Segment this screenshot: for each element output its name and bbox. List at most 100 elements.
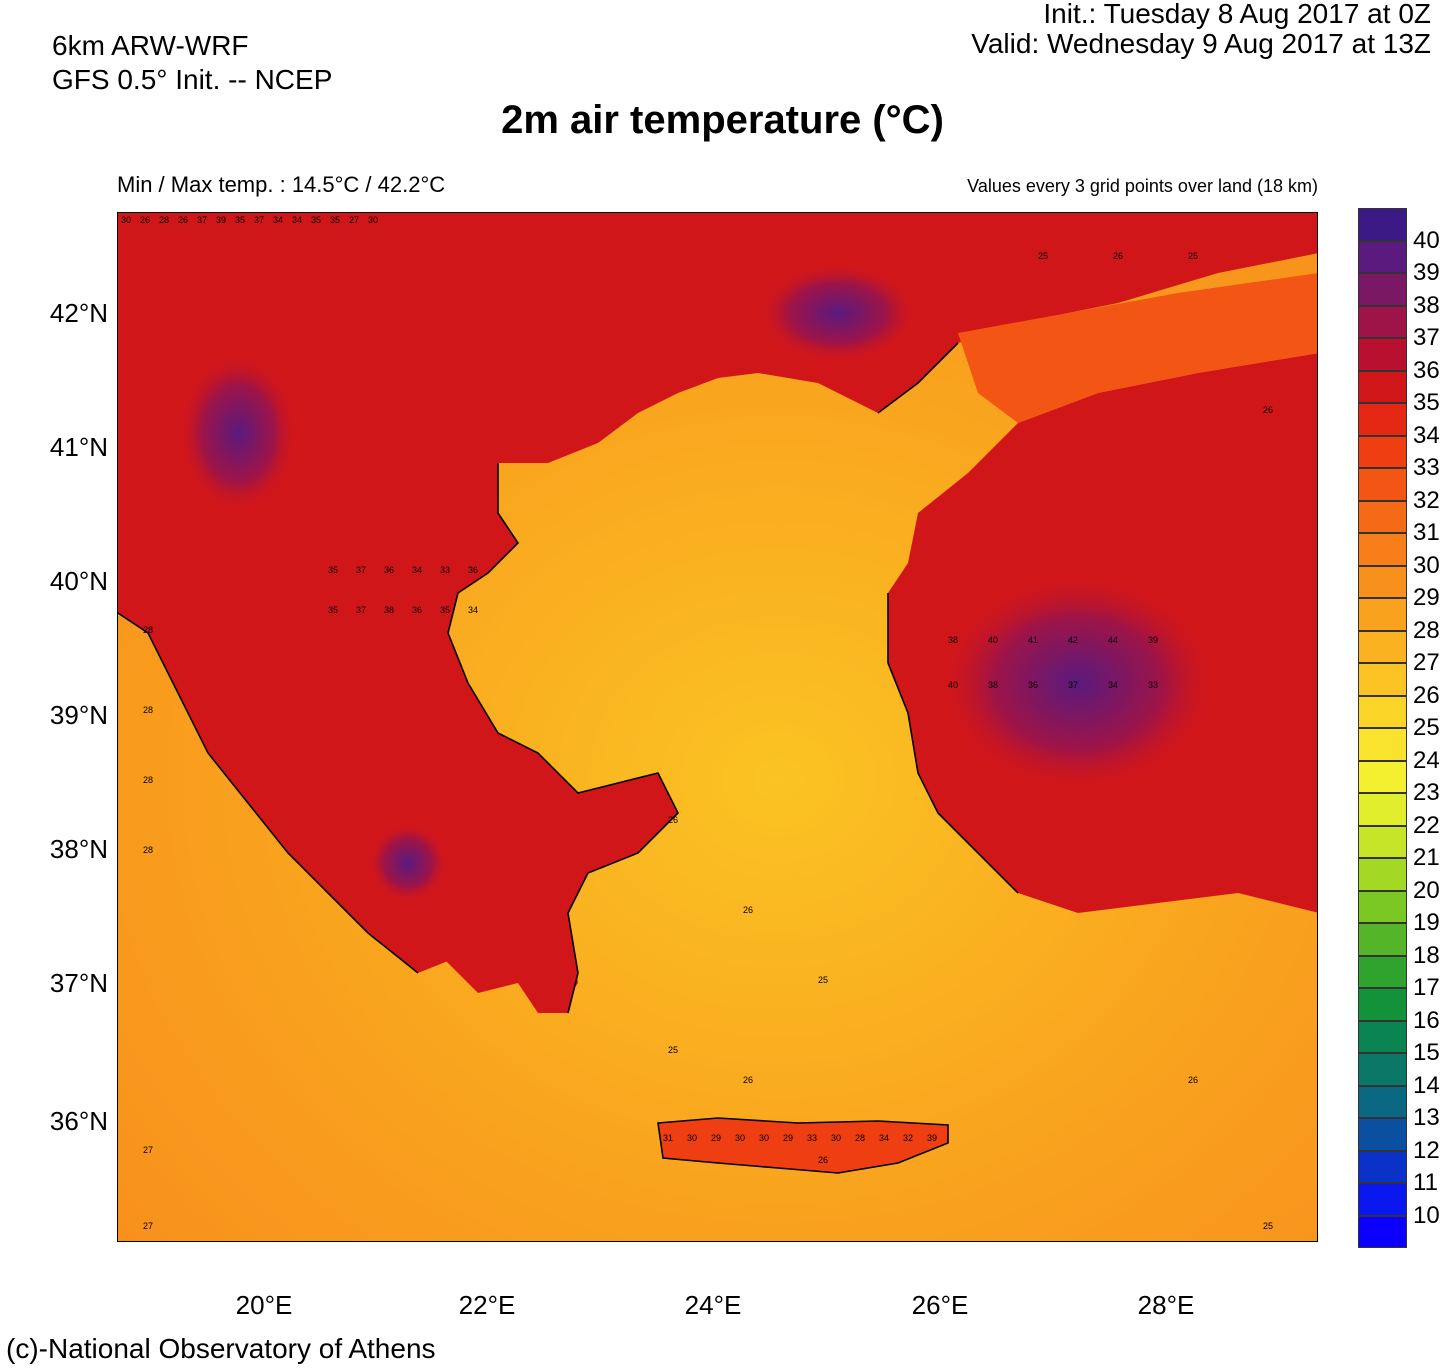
grid-value-land: 36: [468, 565, 478, 575]
grid-value-land: 34: [273, 215, 283, 225]
colorbar-label: 29: [1413, 584, 1440, 611]
lat-label: 38°N: [49, 834, 108, 864]
grid-value-land: 30: [121, 215, 131, 225]
grid-value-land: 32: [903, 1133, 913, 1143]
lat-label: 37°N: [49, 968, 108, 998]
map-title: 2m air temperature (°C): [501, 98, 944, 142]
lat-label: 40°N: [49, 566, 108, 596]
colorbar-swatch: [1358, 338, 1407, 371]
grid-value-land: 38: [384, 605, 394, 615]
colorbar-swatch: [1358, 435, 1407, 468]
grid-value-sea: 28: [143, 845, 153, 855]
grid-value-sea: 28: [143, 705, 153, 715]
grid-value-sea: 25: [818, 975, 828, 985]
lat-label: 42°N: [49, 298, 108, 328]
grid-value-sea: 28: [143, 625, 153, 635]
colorbar-label: 37: [1413, 324, 1440, 351]
hotspot-albania: [178, 353, 298, 513]
grid-value-land: 35: [328, 565, 338, 575]
colorbar-swatch: [1358, 630, 1407, 663]
grid-value-land: 34: [412, 565, 422, 575]
colorbar-label: 31: [1413, 519, 1440, 546]
colorbar-swatch: [1358, 500, 1407, 533]
colorbar-swatch: [1358, 208, 1407, 241]
colorbar-label: 14: [1413, 1071, 1440, 1099]
map-canvas: 28 28 28 28 27 27 26 26 25 25 26 26 25 26 25 26 26 25 30 26…: [118, 213, 1317, 1241]
grid-value-land: 30: [368, 215, 378, 225]
colorbar-swatch: [1358, 825, 1407, 858]
grid-value-land: 27: [349, 215, 359, 225]
colorbar-swatch: [1358, 858, 1407, 891]
grid-value-land: 37: [254, 215, 264, 225]
grid-value-land: 34: [468, 605, 478, 615]
colorbar-label: 33: [1413, 454, 1440, 481]
grid-value-sea: 26: [1263, 405, 1273, 415]
hotspot-western-turkey: [938, 573, 1218, 793]
grid-value-land: 30: [687, 1133, 697, 1143]
grid-value-land: 38: [988, 680, 998, 690]
grid-value-land: 37: [1068, 680, 1078, 690]
grid-value-land: 30: [735, 1133, 745, 1143]
colorbar-label: 26: [1413, 681, 1440, 709]
colorbar-swatch: [1358, 923, 1407, 956]
land-thrace: [958, 273, 1317, 423]
colorbar-swatch: [1358, 468, 1407, 501]
lon-label: 28°E: [1137, 1290, 1195, 1320]
grid-value-sea: 25: [1038, 251, 1048, 261]
grid-value-land: 39: [1148, 635, 1158, 645]
colorbar-label: 11: [1413, 1169, 1438, 1196]
grid-value-land: 34: [1108, 680, 1118, 690]
grid-value-land: 28: [159, 215, 169, 225]
lat-label: 41°N: [49, 432, 108, 462]
colorbar-label: 19: [1413, 909, 1440, 936]
grid-value-land: 30: [831, 1133, 841, 1143]
colorbar-label: 23: [1413, 779, 1440, 806]
colorbar-swatch: [1358, 695, 1407, 728]
grid-value-land: 31: [663, 1133, 673, 1143]
grid-value-land: 35: [235, 215, 245, 225]
grid-value-land: 34: [879, 1133, 889, 1143]
valid-time: Valid: Wednesday 9 Aug 2017 at 13Z: [971, 28, 1431, 59]
grid-value-sea: 25: [1263, 1221, 1273, 1231]
colorbar-label: 12: [1413, 1136, 1440, 1164]
lon-label: 22°E: [458, 1290, 516, 1320]
grid-value-land: 36: [1028, 680, 1038, 690]
colorbar-swatch: [1358, 760, 1407, 793]
colorbar-swatch: [1358, 273, 1407, 306]
hotspot-bulgaria: [758, 263, 918, 363]
grid-value-land: 37: [356, 565, 366, 575]
colorbar-label: 36: [1413, 356, 1440, 384]
colorbar-swatch: [1358, 533, 1407, 566]
grid-value-land: 36: [412, 605, 422, 615]
grid-value-land: 36: [384, 565, 394, 575]
colorbar-label: 25: [1413, 714, 1440, 741]
grid-values: 28 28 28 28 27 27 26 26 25 25 26 26 25 26 25 26 26 25 30 26…: [121, 215, 1273, 1231]
grid-value-land: 28: [855, 1133, 865, 1143]
colorbar-label: 10: [1413, 1201, 1440, 1229]
colorbar-swatch: [1358, 1183, 1407, 1216]
grid-value-land: 29: [711, 1133, 721, 1143]
grid-value-land: 33: [1148, 680, 1158, 690]
grid-value-land: 34: [292, 215, 302, 225]
lat-label: 36°N: [49, 1106, 108, 1136]
colorbar-swatch: [1358, 955, 1407, 988]
grid-value-land: 42: [1068, 635, 1078, 645]
model-init-source: GFS 0.5° Init. -- NCEP: [52, 64, 333, 95]
colorbar-label: 27: [1413, 649, 1440, 676]
grid-value-land: 44: [1108, 635, 1118, 645]
grid-value-land: 30: [759, 1133, 769, 1143]
colorbar-swatch: [1358, 240, 1407, 273]
grid-value-land: 40: [988, 635, 998, 645]
grid-value-land: 35: [440, 605, 450, 615]
grid-value-land: 35: [311, 215, 321, 225]
colorbar-swatch: [1358, 1085, 1407, 1118]
colorbar-swatch: [1358, 728, 1407, 761]
min-max-temperature: Min / Max temp. : 14.5°C / 42.2°C: [117, 172, 446, 197]
colorbar-label: 38: [1413, 291, 1440, 319]
grid-value-sea: 25: [1188, 251, 1198, 261]
colorbar-swatch: [1358, 988, 1407, 1021]
grid-value-land: 33: [440, 565, 450, 575]
colorbar-label: 32: [1413, 486, 1440, 514]
credit: (c)-National Observatory of Athens: [6, 1333, 436, 1364]
colorbar-label: 21: [1413, 844, 1440, 871]
